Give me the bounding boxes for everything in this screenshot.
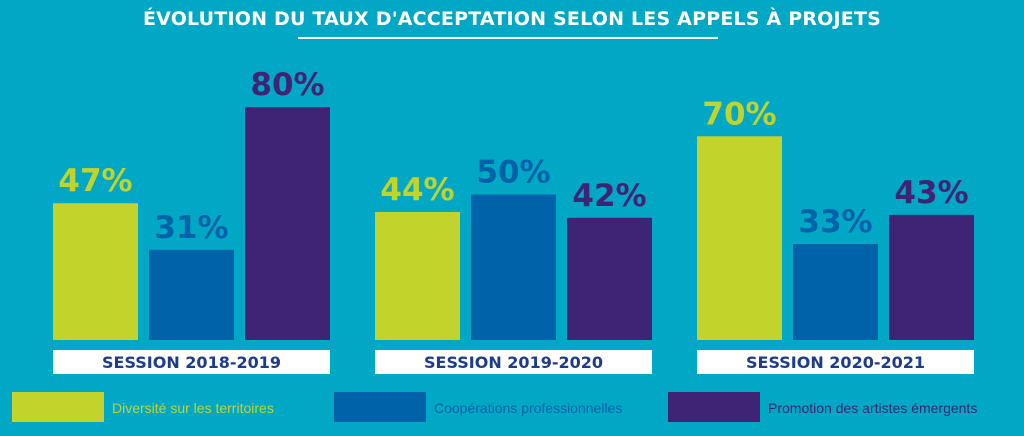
- session-label: SESSION 2018-2019: [102, 353, 281, 372]
- session-label-box: [375, 350, 652, 374]
- session-label: SESSION 2020-2021: [746, 353, 925, 372]
- session-label-box: [53, 350, 330, 374]
- legend-label: Promotion des artistes émergents: [768, 400, 978, 416]
- bar-value-label: 42%: [572, 178, 646, 214]
- bar-value-label: 44%: [380, 172, 454, 208]
- bar: [793, 243, 878, 340]
- bar-value-label: 50%: [476, 155, 550, 191]
- bar-value-label: 47%: [58, 163, 132, 199]
- chart-title: ÉVOLUTION DU TAUX D'ACCEPTATION SELON LE…: [142, 8, 882, 30]
- bar-value-label: 43%: [894, 175, 968, 211]
- bar-value-label: 31%: [154, 210, 228, 246]
- title-underline: [298, 37, 718, 39]
- legend-label: Coopérations professionnelles: [434, 400, 623, 416]
- bar: [375, 211, 460, 340]
- bar: [53, 203, 138, 340]
- session-label-box: [697, 350, 974, 374]
- legend-swatch: [12, 392, 104, 422]
- bar-chart: 47% 31% 80% SESSION 2018-2019 44% 50% 42% SESSI…: [53, 67, 974, 374]
- legend-swatch: [334, 392, 426, 422]
- bar-value-label: 80%: [250, 67, 324, 103]
- bar: [889, 214, 974, 340]
- legend-swatch: [668, 392, 760, 422]
- bar: [245, 107, 330, 340]
- bar: [471, 194, 556, 340]
- legend: Diversité sur les territoires Coopératio…: [0, 392, 1024, 426]
- bar-value-label: 70%: [702, 96, 776, 132]
- bar: [567, 217, 652, 340]
- legend-label: Diversité sur les territoires: [112, 400, 274, 416]
- bar: [149, 249, 234, 340]
- bar: [697, 136, 782, 340]
- session-label: SESSION 2019-2020: [424, 353, 603, 372]
- bar-value-label: 33%: [798, 204, 872, 240]
